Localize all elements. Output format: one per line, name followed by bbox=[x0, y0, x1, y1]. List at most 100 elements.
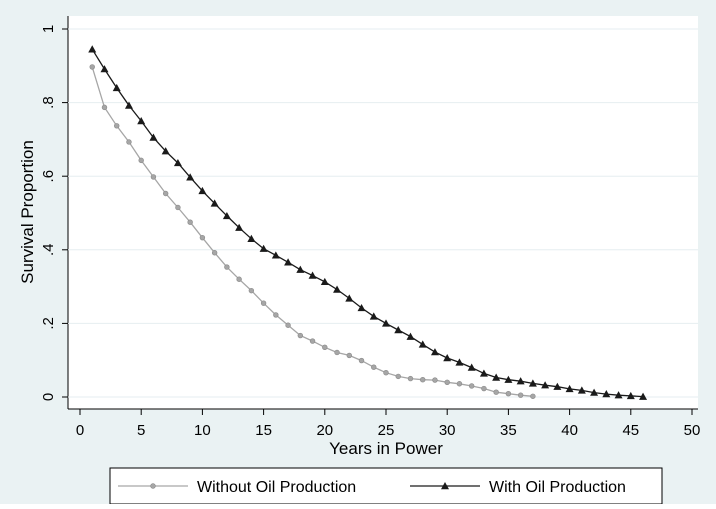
data-point bbox=[89, 64, 95, 70]
data-point bbox=[541, 381, 550, 389]
data-point bbox=[371, 364, 377, 370]
data-point bbox=[175, 204, 181, 211]
legend-box bbox=[109, 467, 663, 505]
series-line bbox=[91, 48, 644, 398]
x-tick-label: 45 bbox=[622, 422, 639, 439]
data-point bbox=[467, 363, 476, 371]
gridlines bbox=[68, 28, 698, 398]
data-point bbox=[162, 190, 169, 197]
data-point bbox=[394, 326, 403, 334]
data-point bbox=[296, 265, 305, 273]
data-point bbox=[199, 234, 206, 241]
data-point bbox=[407, 375, 414, 382]
data-point bbox=[528, 379, 537, 387]
data-point bbox=[308, 271, 317, 279]
y-tick-label: .8 bbox=[40, 96, 57, 109]
data-point bbox=[455, 358, 464, 366]
y-tick-label: .4 bbox=[40, 244, 57, 257]
data-point bbox=[444, 379, 450, 385]
data-point bbox=[432, 377, 438, 383]
legend-entry: Without Oil Production bbox=[118, 479, 356, 496]
x-tick-label: 10 bbox=[194, 422, 211, 439]
series-lines bbox=[88, 45, 648, 400]
series-with-oil bbox=[88, 45, 648, 400]
data-point bbox=[297, 332, 304, 339]
data-point bbox=[553, 382, 562, 390]
data-point bbox=[236, 276, 242, 282]
data-point bbox=[235, 223, 244, 231]
data-point bbox=[126, 139, 132, 145]
data-point bbox=[468, 383, 475, 389]
y-axis-label: Survival Proportion bbox=[18, 140, 37, 284]
data-point bbox=[504, 375, 513, 383]
axis-ticks: 0.2.4.6.810 5 10 15 20 25 30 35 40 45 50 bbox=[40, 25, 700, 439]
data-point bbox=[211, 250, 218, 256]
data-point bbox=[247, 234, 256, 242]
data-point bbox=[639, 392, 648, 400]
data-point bbox=[198, 186, 207, 195]
data-point bbox=[420, 377, 426, 383]
data-point bbox=[112, 83, 121, 92]
data-point bbox=[114, 123, 120, 129]
y-tick-label: 0 bbox=[40, 393, 57, 401]
data-point bbox=[530, 393, 536, 399]
data-point bbox=[395, 373, 401, 380]
data-point bbox=[173, 158, 182, 167]
data-point bbox=[285, 322, 291, 328]
data-point bbox=[369, 312, 378, 320]
legend-entries: Without Oil Production With Oil Productio… bbox=[118, 479, 626, 496]
data-point bbox=[284, 258, 293, 266]
legend-swatch-marker bbox=[150, 483, 156, 489]
data-point bbox=[186, 173, 195, 181]
data-point bbox=[248, 287, 255, 294]
data-point bbox=[565, 384, 574, 393]
series-without-oil bbox=[89, 64, 536, 399]
data-point bbox=[187, 219, 193, 225]
data-point bbox=[271, 251, 280, 259]
data-point bbox=[259, 244, 268, 252]
legend-entry: With Oil Production bbox=[410, 479, 626, 496]
data-point bbox=[577, 386, 586, 394]
data-point bbox=[456, 381, 463, 387]
data-point bbox=[357, 303, 366, 312]
data-point bbox=[260, 300, 267, 306]
data-point bbox=[210, 199, 219, 207]
legend: Without Oil Production With Oil Productio… bbox=[109, 467, 663, 505]
data-point bbox=[334, 349, 340, 356]
plot-area bbox=[68, 16, 698, 409]
data-point bbox=[590, 388, 599, 396]
data-point bbox=[224, 264, 230, 270]
y-tick-label: .6 bbox=[40, 170, 57, 183]
data-point bbox=[320, 277, 329, 286]
legend-swatch-marker bbox=[441, 482, 449, 490]
data-point bbox=[101, 104, 108, 111]
x-tick-label: 40 bbox=[561, 422, 578, 439]
data-point bbox=[346, 352, 352, 359]
data-point bbox=[309, 338, 316, 344]
data-point bbox=[150, 174, 157, 180]
data-point bbox=[626, 391, 635, 400]
data-point bbox=[430, 348, 439, 356]
data-point bbox=[222, 211, 231, 220]
x-tick-label: 15 bbox=[255, 422, 272, 439]
data-point bbox=[322, 344, 328, 351]
data-point bbox=[333, 285, 342, 293]
data-point bbox=[88, 45, 97, 53]
data-point bbox=[479, 369, 488, 377]
data-point bbox=[516, 377, 525, 385]
data-point bbox=[358, 357, 365, 364]
x-tick-label: 0 bbox=[76, 422, 84, 439]
x-tick-label: 20 bbox=[316, 422, 333, 439]
data-point bbox=[137, 117, 146, 125]
data-point bbox=[517, 392, 524, 398]
data-point bbox=[406, 332, 415, 340]
data-point bbox=[124, 101, 133, 109]
data-point bbox=[149, 133, 158, 141]
legend-label: With Oil Production bbox=[489, 479, 626, 496]
data-point bbox=[161, 147, 170, 155]
x-tick-label: 50 bbox=[684, 422, 701, 439]
x-axis-label: Years in Power bbox=[329, 439, 443, 458]
x-tick-label: 35 bbox=[500, 422, 517, 439]
